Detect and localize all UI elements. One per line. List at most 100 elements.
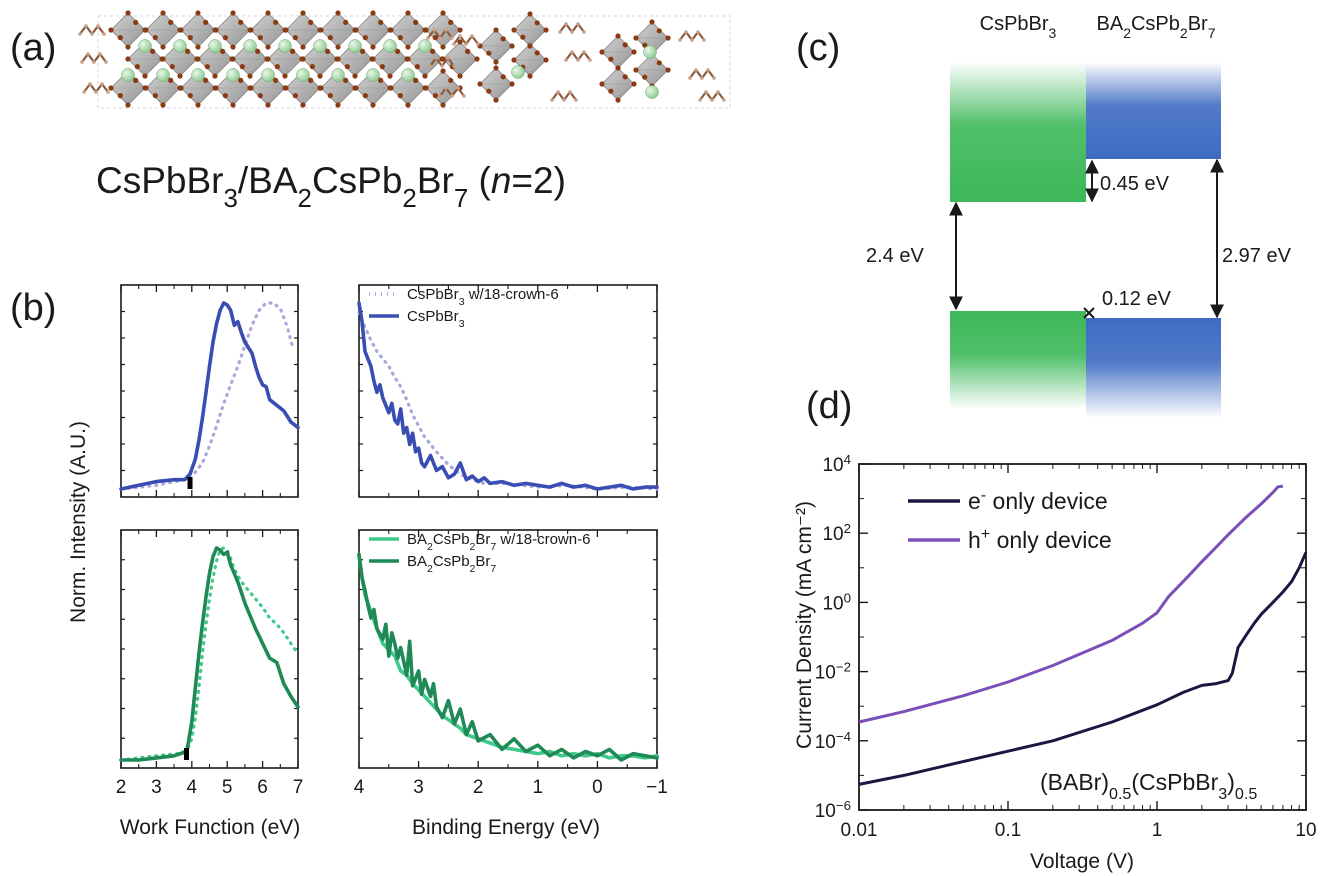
pbbr6-octahedron <box>599 33 637 71</box>
cs-atom <box>331 68 345 82</box>
butylammonium-molecule <box>80 52 108 64</box>
panel-b-label: (b) <box>10 287 56 329</box>
x-tick-label: −1 <box>646 777 668 798</box>
legend-label: BA2CsPb2Br7 <box>407 553 496 575</box>
ba2cspb2br7-conduction-band <box>1086 62 1221 159</box>
pbbr6-octahedron <box>477 27 515 65</box>
pbbr6-octahedron <box>248 10 288 50</box>
cs-atom <box>643 45 657 59</box>
legend-label-h-only: h+ only device <box>968 525 1112 553</box>
data-series-line <box>119 301 295 491</box>
data-series-line <box>119 301 300 491</box>
x-tick-label: 3 <box>151 777 162 798</box>
data-series-line <box>858 484 1284 724</box>
plot-frame <box>358 529 658 769</box>
data-series-line <box>357 552 659 762</box>
x-tick-label: 4 <box>354 777 365 798</box>
x-tick-label: 0.1 <box>995 820 1021 841</box>
cs-atom <box>156 68 170 82</box>
y-tick-label: 102 <box>822 521 851 546</box>
y-tick-label: 10−2 <box>815 659 851 684</box>
y-tick-label: 10−6 <box>815 798 851 823</box>
x-tick-label: 0 <box>592 777 603 798</box>
pbbr6-octahedron <box>477 65 515 103</box>
pbbr6-octahedron <box>318 10 358 50</box>
panel-a-formula: CsPbBr3/BA2CsPb2Br7 (n=2) <box>96 160 566 213</box>
cs-atom <box>511 65 525 79</box>
legend-label: CsPbBr3 w/18-crown-6 <box>407 286 559 308</box>
cs-atom <box>121 68 135 82</box>
pbbr6-octahedron <box>300 39 340 79</box>
pbbr6-octahedron <box>283 68 323 108</box>
pbbr6-octahedron <box>108 10 148 50</box>
pbbr6-octahedron <box>213 10 253 50</box>
cs-atom <box>261 68 275 82</box>
pbbr6-octahedron <box>178 68 218 108</box>
gap-label-ba2cspb2br7: 2.97 eV <box>1222 245 1292 267</box>
panel-c-label: (c) <box>796 27 840 69</box>
cspbbr3-conduction-band <box>950 62 1086 202</box>
pbbr6-octahedron <box>388 68 428 108</box>
plot-b-top-left <box>119 284 300 498</box>
x-tick-label: 1 <box>533 777 544 798</box>
pbbr6-octahedron <box>599 65 637 103</box>
cs-atom <box>313 39 327 53</box>
butylammonium-molecule <box>688 68 716 80</box>
cs-atom <box>226 68 240 82</box>
cs-atom <box>348 39 362 53</box>
cs-atom <box>138 39 152 53</box>
panel-d-composition-annotation: (BABr)0.5(CsPbBr3)0.5 <box>1040 769 1257 803</box>
band-column-label-ba2cspb2br7: BA2CsPb2Br7 <box>1097 13 1216 41</box>
pbbr6-octahedron <box>160 39 200 79</box>
offset-cross-vb <box>1083 307 1095 319</box>
butylammonium-molecule <box>550 90 578 102</box>
crystal-structure-illustration <box>78 10 731 109</box>
cs-atom <box>243 39 257 53</box>
cs-atom <box>645 85 659 99</box>
pbbr6-octahedron <box>143 10 183 50</box>
cs-atom <box>208 39 222 53</box>
x-tick-label: 3 <box>413 777 424 798</box>
cs-atom <box>366 68 380 82</box>
panel-d-xlabel: Voltage (V) <box>1030 850 1134 873</box>
cspbbr3-valence-band <box>950 311 1086 409</box>
legend-label-e-only: e- only device <box>968 486 1108 514</box>
data-series-line <box>858 551 1308 786</box>
cs-atom <box>173 39 187 53</box>
x-tick-label: 0.01 <box>841 820 878 841</box>
legend-label: BA2CsPb2Br7 w/18-crown-6 <box>407 531 590 553</box>
legend-label: CsPbBr3 <box>407 308 465 330</box>
onset-marker <box>183 748 189 760</box>
cs-atom <box>296 68 310 82</box>
butylammonium-molecule <box>678 30 706 42</box>
pbbr6-octahedron <box>511 11 549 49</box>
data-series-line <box>357 310 659 491</box>
x-tick-label: 2 <box>473 777 484 798</box>
ba2cspb2br7-valence-band <box>1086 318 1221 418</box>
cs-atom <box>191 68 205 82</box>
y-tick-label: 10−4 <box>815 728 851 753</box>
data-series-line <box>119 546 300 762</box>
pbbr6-octahedron <box>440 39 480 79</box>
x-tick-label: 5 <box>222 777 233 798</box>
butylammonium-molecule <box>426 28 454 40</box>
butylammonium-molecule <box>82 82 110 94</box>
pbbr6-octahedron <box>388 10 428 50</box>
band-column-label-cspbbr3: CsPbBr3 <box>980 13 1057 41</box>
butylammonium-molecule <box>558 22 586 34</box>
x-tick-label: 1 <box>1152 820 1163 841</box>
panel-d-ylabel: Current Density (mA cm⁻²) <box>793 501 816 749</box>
gap-label-cspbbr3: 2.4 eV <box>866 245 924 267</box>
plot-b-bottom-left: 2 3 4 5 6 7 <box>116 529 304 798</box>
butylammonium-molecule <box>428 56 456 68</box>
cs-atom <box>278 39 292 53</box>
butylammonium-molecule <box>564 50 592 62</box>
butylammonium-molecule <box>698 90 726 102</box>
x-tick-label: 7 <box>293 777 304 798</box>
x-tick-label: 6 <box>257 777 268 798</box>
onset-marker <box>187 477 193 489</box>
butylammonium-molecule <box>452 34 480 46</box>
panel-a-label: (a) <box>10 27 56 69</box>
pbbr6-octahedron <box>143 68 183 108</box>
